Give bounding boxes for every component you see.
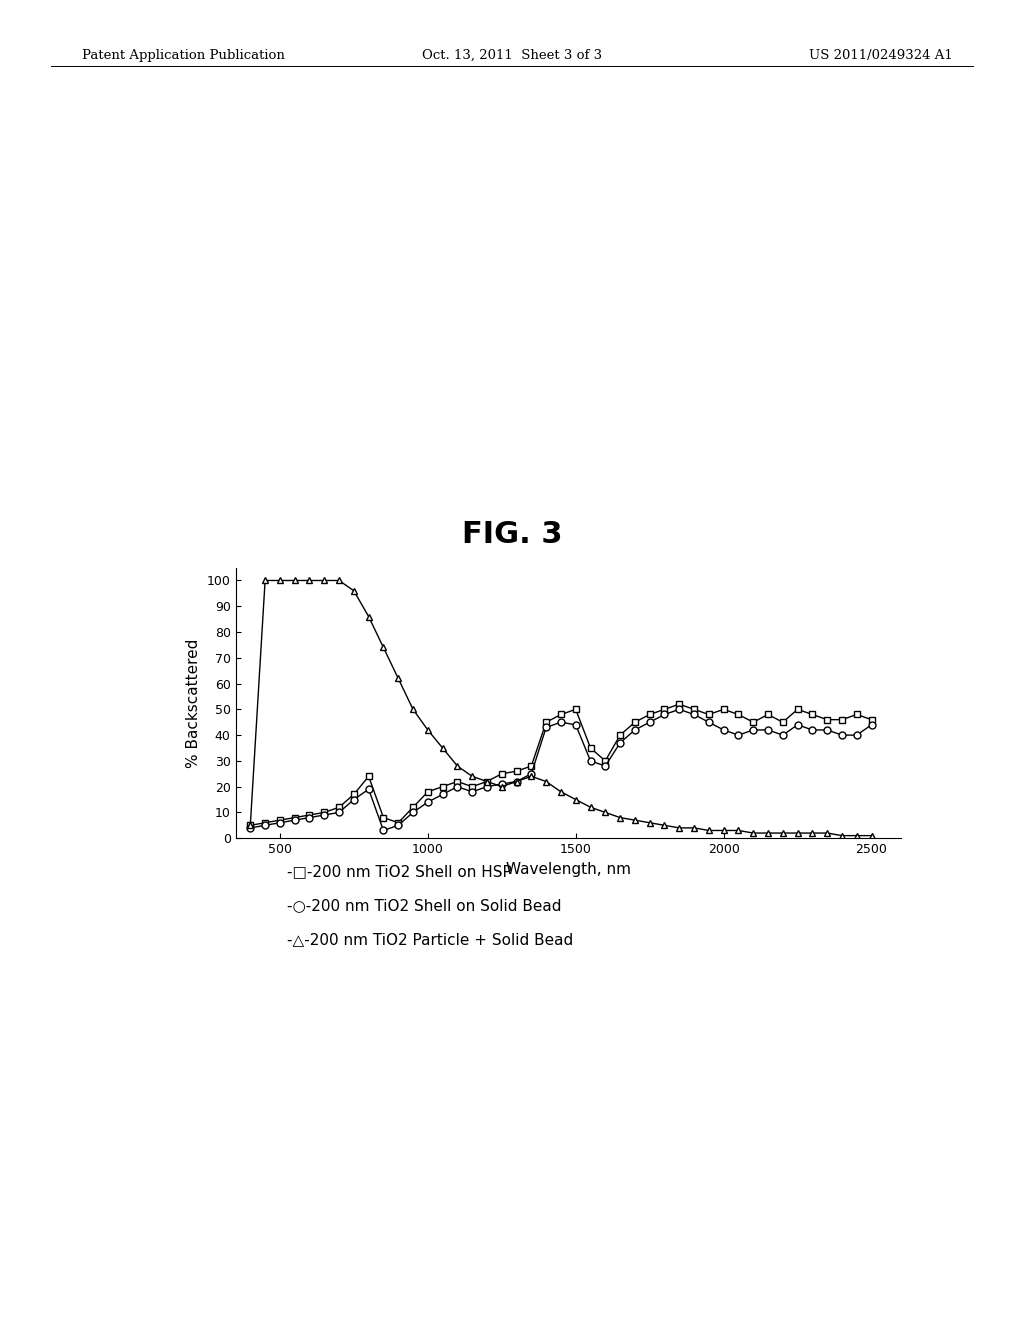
X-axis label: Wavelength, nm: Wavelength, nm [506,862,631,876]
Text: Patent Application Publication: Patent Application Publication [82,49,285,62]
Text: US 2011/0249324 A1: US 2011/0249324 A1 [809,49,952,62]
Text: FIG. 3: FIG. 3 [462,520,562,549]
Y-axis label: % Backscattered: % Backscattered [186,638,202,768]
Text: -○-200 nm TiO2 Shell on Solid Bead: -○-200 nm TiO2 Shell on Solid Bead [287,898,561,913]
Text: Oct. 13, 2011  Sheet 3 of 3: Oct. 13, 2011 Sheet 3 of 3 [422,49,602,62]
Text: -△-200 nm TiO2 Particle + Solid Bead: -△-200 nm TiO2 Particle + Solid Bead [287,932,573,948]
Text: -□-200 nm TiO2 Shell on HSP: -□-200 nm TiO2 Shell on HSP [287,863,511,879]
